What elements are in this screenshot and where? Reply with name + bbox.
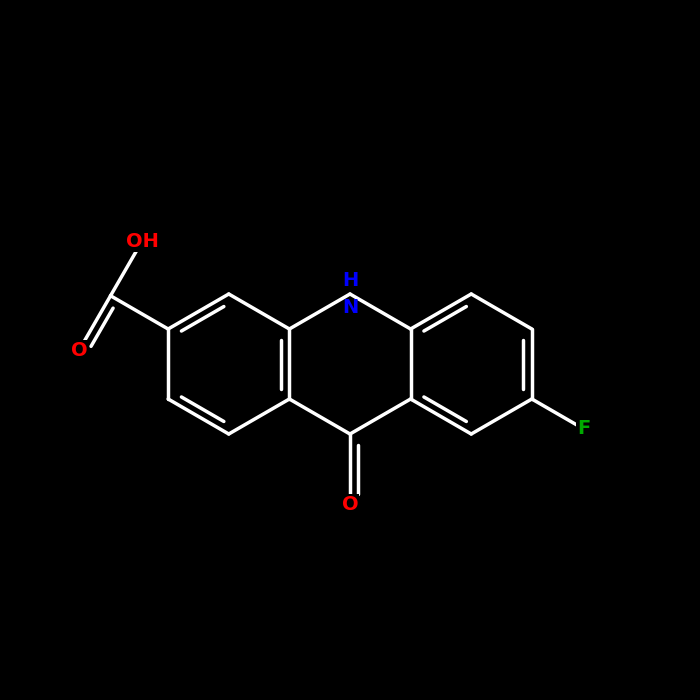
Text: H: H xyxy=(342,272,358,290)
Text: OH: OH xyxy=(125,232,158,251)
Text: F: F xyxy=(577,419,590,438)
Text: N: N xyxy=(342,298,358,316)
Text: O: O xyxy=(342,494,358,514)
Text: O: O xyxy=(71,341,88,360)
